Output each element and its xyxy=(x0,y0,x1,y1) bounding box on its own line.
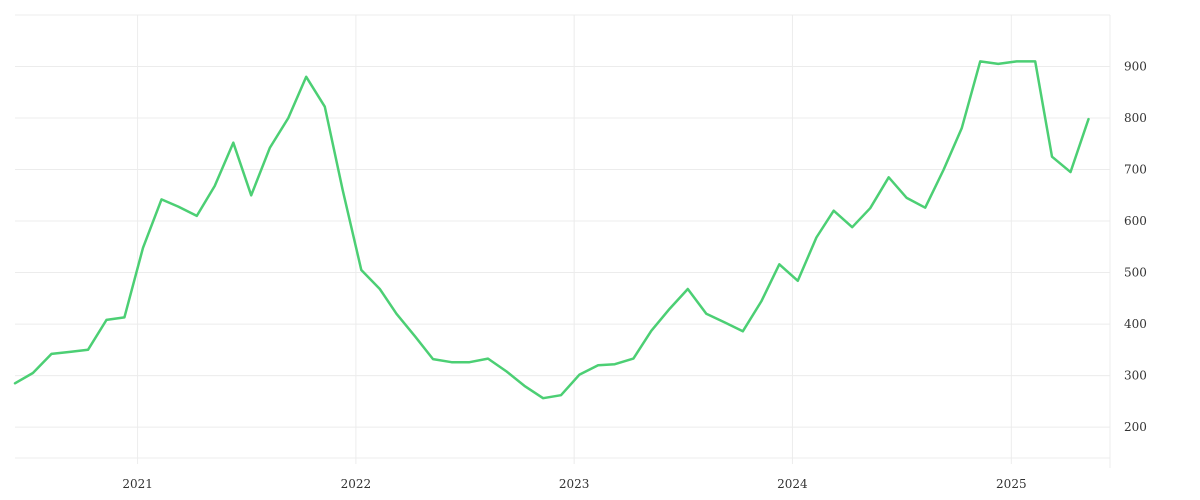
x-tick-label: 2022 xyxy=(341,477,372,491)
x-tick-label: 2023 xyxy=(559,477,590,491)
x-axis-ticks: 2021 2022 2023 2024 2025 xyxy=(122,477,1026,491)
series-line xyxy=(13,60,1090,400)
y-tick-label: 600 xyxy=(1124,214,1147,228)
x-tick-label: 2021 xyxy=(122,477,153,491)
y-axis-ticks: 200 300 400 500 600 700 800 900 xyxy=(1124,60,1147,435)
series-layer xyxy=(13,60,1090,400)
y-tick-label: 200 xyxy=(1124,420,1147,434)
y-tick-label: 300 xyxy=(1124,369,1147,383)
y-tick-label: 800 xyxy=(1124,111,1147,125)
y-tick-label: 400 xyxy=(1124,317,1147,331)
x-tick-label: 2024 xyxy=(777,477,808,491)
gridlines xyxy=(15,14,1111,468)
y-tick-label: 700 xyxy=(1124,163,1147,177)
x-tick-label: 2025 xyxy=(996,477,1027,491)
y-tick-label: 500 xyxy=(1124,266,1147,280)
y-tick-label: 900 xyxy=(1124,60,1147,74)
